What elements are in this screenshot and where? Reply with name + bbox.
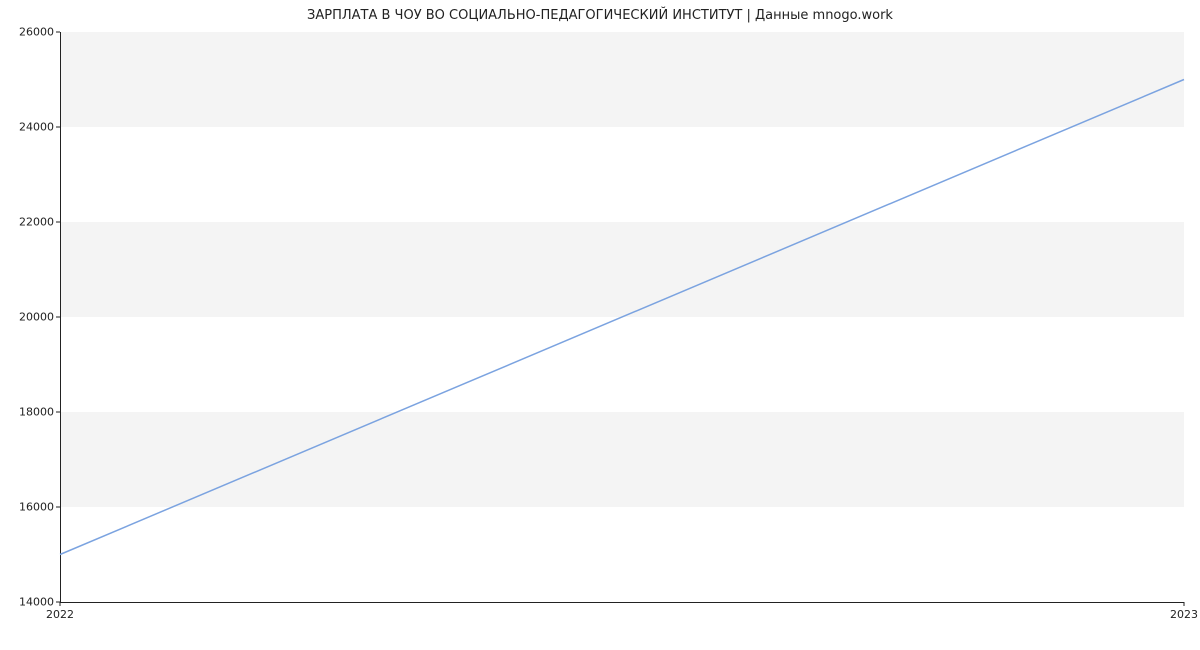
y-tick-label: 16000 [19, 501, 54, 514]
y-tick-label: 14000 [19, 596, 54, 609]
y-tick-label: 18000 [19, 406, 54, 419]
line-layer [60, 32, 1184, 602]
x-tick-mark [1184, 602, 1185, 606]
x-axis-line [60, 602, 1184, 603]
y-tick-label: 26000 [19, 26, 54, 39]
chart-container: ЗАРПЛАТА В ЧОУ ВО СОЦИАЛЬНО-ПЕДАГОГИЧЕСК… [0, 0, 1200, 650]
y-tick-label: 22000 [19, 216, 54, 229]
y-tick-label: 20000 [19, 311, 54, 324]
chart-title: ЗАРПЛАТА В ЧОУ ВО СОЦИАЛЬНО-ПЕДАГОГИЧЕСК… [0, 8, 1200, 23]
x-tick-label: 2023 [1170, 608, 1198, 621]
plot-area: 1400016000180002000022000240002600020222… [60, 32, 1184, 602]
x-tick-label: 2022 [46, 608, 74, 621]
series-line [60, 80, 1184, 555]
y-tick-label: 24000 [19, 121, 54, 134]
x-tick-mark [60, 602, 61, 606]
